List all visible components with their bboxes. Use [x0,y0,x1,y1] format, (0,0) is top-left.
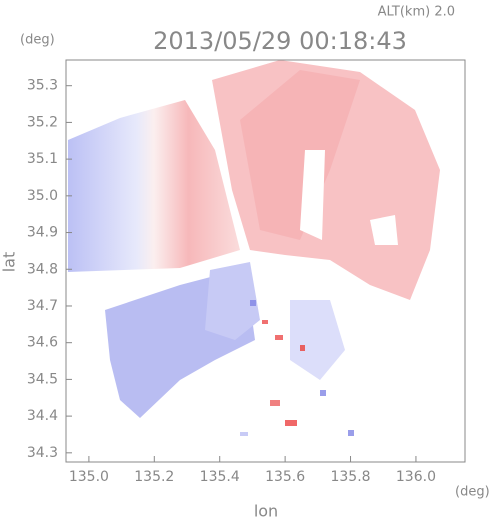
y-tick-label: 35.1 [27,151,58,167]
y-tick-label: 34.3 [27,445,58,461]
x-tick-label: 135.2 [134,469,174,485]
plot-frame [65,59,466,463]
velocity-field [68,60,440,436]
y-tick-label: 35.2 [27,114,58,130]
x-tick-label: 135.8 [330,469,370,485]
chart-title: 2013/05/29 00:18:43 [153,27,407,55]
altitude: ALT(km) 2.0 [378,5,455,20]
y-tick-label: 35.0 [27,188,58,204]
y-tick-label: 34.9 [27,225,58,241]
x-tick-label: 136.0 [396,469,436,485]
x-tick-label: 135.4 [200,469,240,485]
y-tick-label: 34.4 [27,408,58,424]
y-tick-label: 34.6 [27,335,58,351]
y-tick-label: 35.3 [27,78,58,94]
x-axis-label: lon [254,502,278,521]
x-unit: (deg) [455,485,490,500]
y-unit: (deg) [20,33,55,48]
x-tick-label: 135.0 [69,469,109,485]
x-tick-label: 135.6 [265,469,305,485]
y-tick-label: 34.7 [27,298,58,314]
y-axis-label: lat [0,252,19,273]
y-tick-label: 34.8 [27,261,58,277]
y-tick-label: 34.5 [27,371,58,387]
